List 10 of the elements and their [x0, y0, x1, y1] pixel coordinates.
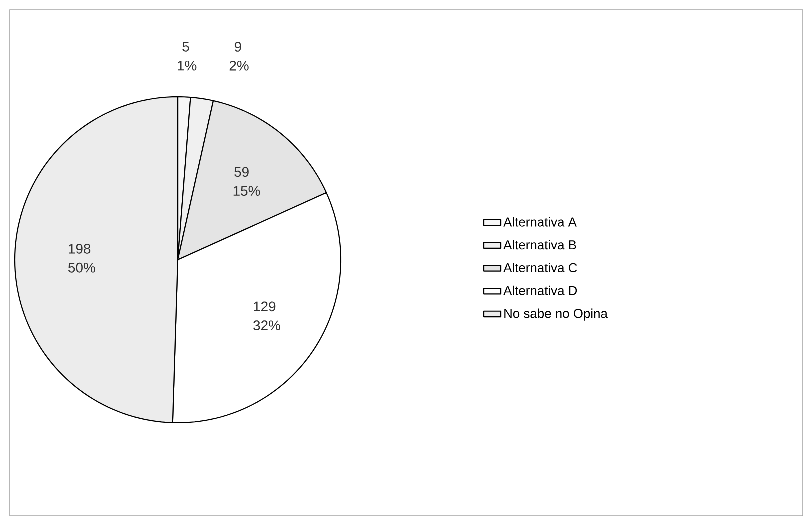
data-label: 129 32%	[254, 302, 280, 331]
data-label: 9 2%	[230, 42, 249, 71]
legend-label: Alternativa A	[504, 217, 577, 227]
legend-label: Alternativa C	[504, 263, 578, 273]
data-label: 5 1%	[178, 42, 197, 71]
legend-label: No sabe no Opina	[504, 308, 608, 321]
legend-label: Alternativa D	[504, 286, 578, 296]
legend-label: Alternativa B	[504, 240, 576, 250]
data-label: 59 15%	[234, 167, 260, 196]
data-label: 198 50%	[68, 244, 96, 273]
